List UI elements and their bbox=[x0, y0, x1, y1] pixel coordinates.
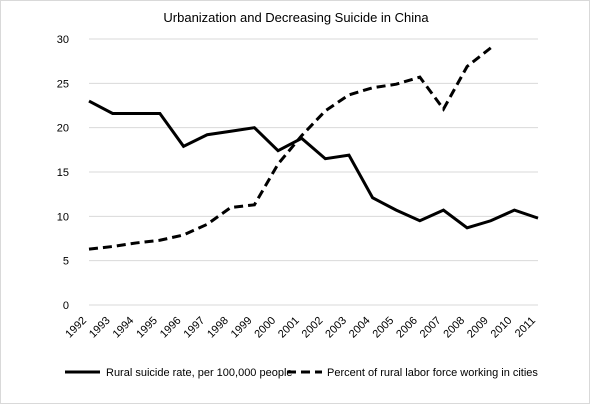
y-tick-label-10: 10 bbox=[57, 211, 69, 223]
x-tick-label-1996: 1996 bbox=[158, 315, 184, 341]
y-tick-label-30: 30 bbox=[57, 34, 69, 46]
x-tick-label-1997: 1997 bbox=[181, 315, 207, 341]
gridlines bbox=[89, 38, 538, 306]
series-lines bbox=[88, 46, 539, 251]
series-line-1 bbox=[88, 99, 539, 230]
x-tick-label-2001: 2001 bbox=[276, 315, 302, 341]
x-tick-label-1993: 1993 bbox=[87, 315, 113, 341]
x-tick-label-2008: 2008 bbox=[441, 315, 467, 341]
y-tick-label-0: 0 bbox=[63, 300, 69, 312]
y-tick-label-5: 5 bbox=[63, 256, 69, 268]
x-tick-label-1998: 1998 bbox=[205, 315, 231, 341]
legend-label-1: Rural suicide rate, per 100,000 people bbox=[106, 367, 293, 379]
legend: Rural suicide rate, per 100,000 people Pe… bbox=[65, 367, 538, 379]
y-tick-label-20: 20 bbox=[57, 123, 69, 135]
x-tick-label-1999: 1999 bbox=[229, 315, 255, 341]
y-tick-label-15: 15 bbox=[57, 167, 69, 179]
x-tick-label-2007: 2007 bbox=[418, 315, 444, 341]
x-axis-ticks: 1992199319941995199619971998199920002001… bbox=[63, 315, 538, 341]
x-tick-label-2005: 2005 bbox=[371, 315, 397, 341]
x-tick-label-2003: 2003 bbox=[323, 315, 349, 341]
x-tick-label-1995: 1995 bbox=[134, 315, 160, 341]
x-tick-label-2009: 2009 bbox=[465, 315, 491, 341]
x-tick-label-2000: 2000 bbox=[252, 315, 278, 341]
legend-label-2: Percent of rural labor force working in … bbox=[327, 367, 538, 379]
chart-title: Urbanization and Decreasing Suicide in C… bbox=[163, 10, 429, 25]
x-tick-label-1992: 1992 bbox=[63, 315, 89, 341]
x-tick-label-2004: 2004 bbox=[347, 315, 373, 341]
x-tick-label-2006: 2006 bbox=[394, 315, 420, 341]
x-tick-label-2002: 2002 bbox=[300, 315, 326, 341]
series-line-2 bbox=[88, 46, 492, 251]
y-tick-label-25: 25 bbox=[57, 78, 69, 90]
y-axis-ticks: 0 5 10 15 20 25 30 bbox=[57, 34, 69, 312]
x-tick-label-2010: 2010 bbox=[489, 315, 515, 341]
x-tick-label-1994: 1994 bbox=[111, 315, 137, 341]
x-tick-label-2011: 2011 bbox=[513, 315, 538, 340]
